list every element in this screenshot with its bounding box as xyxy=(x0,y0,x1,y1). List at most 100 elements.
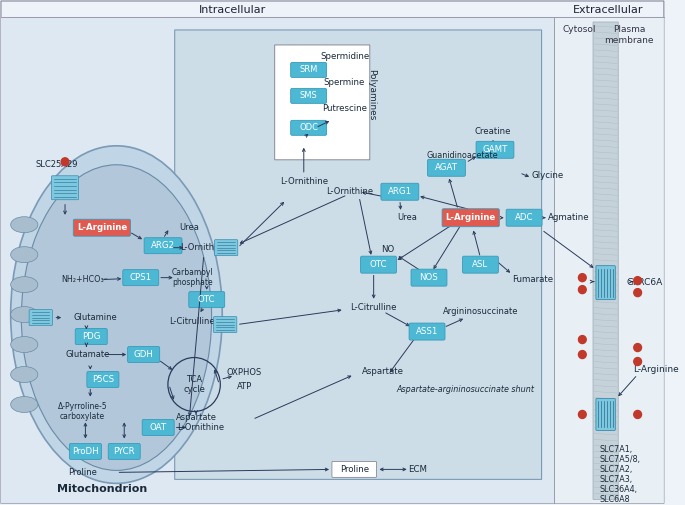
FancyBboxPatch shape xyxy=(554,17,664,503)
FancyBboxPatch shape xyxy=(506,209,542,226)
FancyBboxPatch shape xyxy=(290,88,327,104)
Text: Cytosol: Cytosol xyxy=(563,25,597,34)
FancyBboxPatch shape xyxy=(214,240,238,256)
Text: ASS1: ASS1 xyxy=(416,327,438,336)
Text: OTC: OTC xyxy=(370,260,387,269)
Ellipse shape xyxy=(11,146,222,483)
Text: Aspartate-argininosuccinate shunt: Aspartate-argininosuccinate shunt xyxy=(397,385,535,394)
Text: SRM: SRM xyxy=(299,66,318,74)
Text: Spermine: Spermine xyxy=(324,78,365,87)
FancyBboxPatch shape xyxy=(123,270,159,286)
Circle shape xyxy=(61,158,69,166)
Text: ECM: ECM xyxy=(408,465,427,474)
Circle shape xyxy=(578,335,586,343)
Text: Polyamines: Polyamines xyxy=(367,69,376,121)
Text: SLC25A29: SLC25A29 xyxy=(35,160,77,169)
Text: Plasma
membrane: Plasma membrane xyxy=(604,25,653,44)
Text: ADC: ADC xyxy=(515,213,534,222)
FancyBboxPatch shape xyxy=(29,310,53,326)
FancyBboxPatch shape xyxy=(275,45,370,160)
Text: L-Arginine: L-Arginine xyxy=(633,365,679,374)
FancyBboxPatch shape xyxy=(1,1,664,503)
Ellipse shape xyxy=(11,277,38,292)
FancyBboxPatch shape xyxy=(189,291,225,308)
Ellipse shape xyxy=(11,367,38,382)
Text: SLC7A2,: SLC7A2, xyxy=(600,465,633,474)
Text: Δ-Pyrroline-5
carboxylate: Δ-Pyrroline-5 carboxylate xyxy=(58,402,108,421)
Text: SLC7A1,: SLC7A1, xyxy=(600,445,633,454)
Text: OTC: OTC xyxy=(198,295,216,304)
FancyBboxPatch shape xyxy=(1,17,554,503)
Text: OXPHOS: OXPHOS xyxy=(227,368,262,377)
Text: L-Citrulline: L-Citrulline xyxy=(169,317,215,326)
Text: PDG: PDG xyxy=(82,332,101,341)
Text: Glutamate: Glutamate xyxy=(65,350,110,359)
Text: L-Arginine: L-Arginine xyxy=(77,223,127,232)
Ellipse shape xyxy=(21,165,212,470)
FancyBboxPatch shape xyxy=(214,317,237,333)
Ellipse shape xyxy=(11,217,38,233)
Text: Urea: Urea xyxy=(398,213,418,222)
Text: Carbamoyl
phosphate: Carbamoyl phosphate xyxy=(171,268,213,287)
Text: ODC: ODC xyxy=(299,123,318,132)
Text: L-Ornithine: L-Ornithine xyxy=(326,187,373,196)
Ellipse shape xyxy=(11,336,38,352)
Text: OAT: OAT xyxy=(149,423,166,432)
FancyBboxPatch shape xyxy=(442,209,499,227)
FancyBboxPatch shape xyxy=(596,266,615,299)
FancyBboxPatch shape xyxy=(360,256,397,273)
FancyBboxPatch shape xyxy=(175,30,542,479)
Text: GPRC6A: GPRC6A xyxy=(626,278,662,287)
FancyBboxPatch shape xyxy=(427,159,465,176)
FancyBboxPatch shape xyxy=(593,22,619,499)
FancyBboxPatch shape xyxy=(290,63,327,77)
Ellipse shape xyxy=(11,307,38,323)
Text: CPS1: CPS1 xyxy=(129,273,152,282)
FancyBboxPatch shape xyxy=(332,462,377,477)
Text: NH₂+HCO₃⁻: NH₂+HCO₃⁻ xyxy=(61,275,108,284)
Text: NO: NO xyxy=(382,245,395,254)
Circle shape xyxy=(578,274,586,282)
Text: Glutamine: Glutamine xyxy=(74,313,118,322)
FancyBboxPatch shape xyxy=(69,443,101,460)
FancyBboxPatch shape xyxy=(144,238,182,254)
Text: ARG2: ARG2 xyxy=(151,241,175,250)
Text: ProDH: ProDH xyxy=(72,447,99,456)
Text: L-Ornithine: L-Ornithine xyxy=(177,423,225,432)
Text: Spermidine: Spermidine xyxy=(320,53,369,62)
Text: SLC7A5/8,: SLC7A5/8, xyxy=(600,455,640,464)
Text: ATP: ATP xyxy=(237,382,252,391)
Circle shape xyxy=(634,289,642,296)
Ellipse shape xyxy=(11,246,38,263)
Circle shape xyxy=(634,277,642,285)
Text: Proline: Proline xyxy=(340,465,369,474)
FancyBboxPatch shape xyxy=(381,183,419,200)
FancyBboxPatch shape xyxy=(108,443,140,460)
Text: L-Arginine: L-Arginine xyxy=(445,213,496,222)
FancyBboxPatch shape xyxy=(411,269,447,286)
FancyBboxPatch shape xyxy=(87,372,119,387)
FancyBboxPatch shape xyxy=(51,176,79,200)
Text: Agmatine: Agmatine xyxy=(549,213,590,222)
FancyBboxPatch shape xyxy=(142,420,174,435)
Text: Aspartate: Aspartate xyxy=(175,413,216,422)
FancyBboxPatch shape xyxy=(290,120,327,135)
Text: Extracellular: Extracellular xyxy=(573,5,644,15)
Text: NOS: NOS xyxy=(420,273,438,282)
FancyBboxPatch shape xyxy=(409,323,445,340)
Text: P5CS: P5CS xyxy=(92,375,114,384)
Ellipse shape xyxy=(11,396,38,413)
FancyBboxPatch shape xyxy=(73,219,131,236)
Text: Argininosuccinate: Argininosuccinate xyxy=(443,307,518,316)
Text: Glycine: Glycine xyxy=(532,171,564,180)
Text: ASL: ASL xyxy=(473,260,488,269)
Text: Urea: Urea xyxy=(179,223,199,232)
Circle shape xyxy=(634,358,642,366)
FancyBboxPatch shape xyxy=(75,329,108,344)
Text: L-Citrulline: L-Citrulline xyxy=(351,303,397,312)
Text: SLC7A3,: SLC7A3, xyxy=(600,475,633,484)
Text: AGAT: AGAT xyxy=(435,163,458,172)
Text: L-Ornithine: L-Ornithine xyxy=(279,177,328,186)
Text: SLC36A4,: SLC36A4, xyxy=(600,485,638,494)
Text: ARG1: ARG1 xyxy=(388,187,412,196)
